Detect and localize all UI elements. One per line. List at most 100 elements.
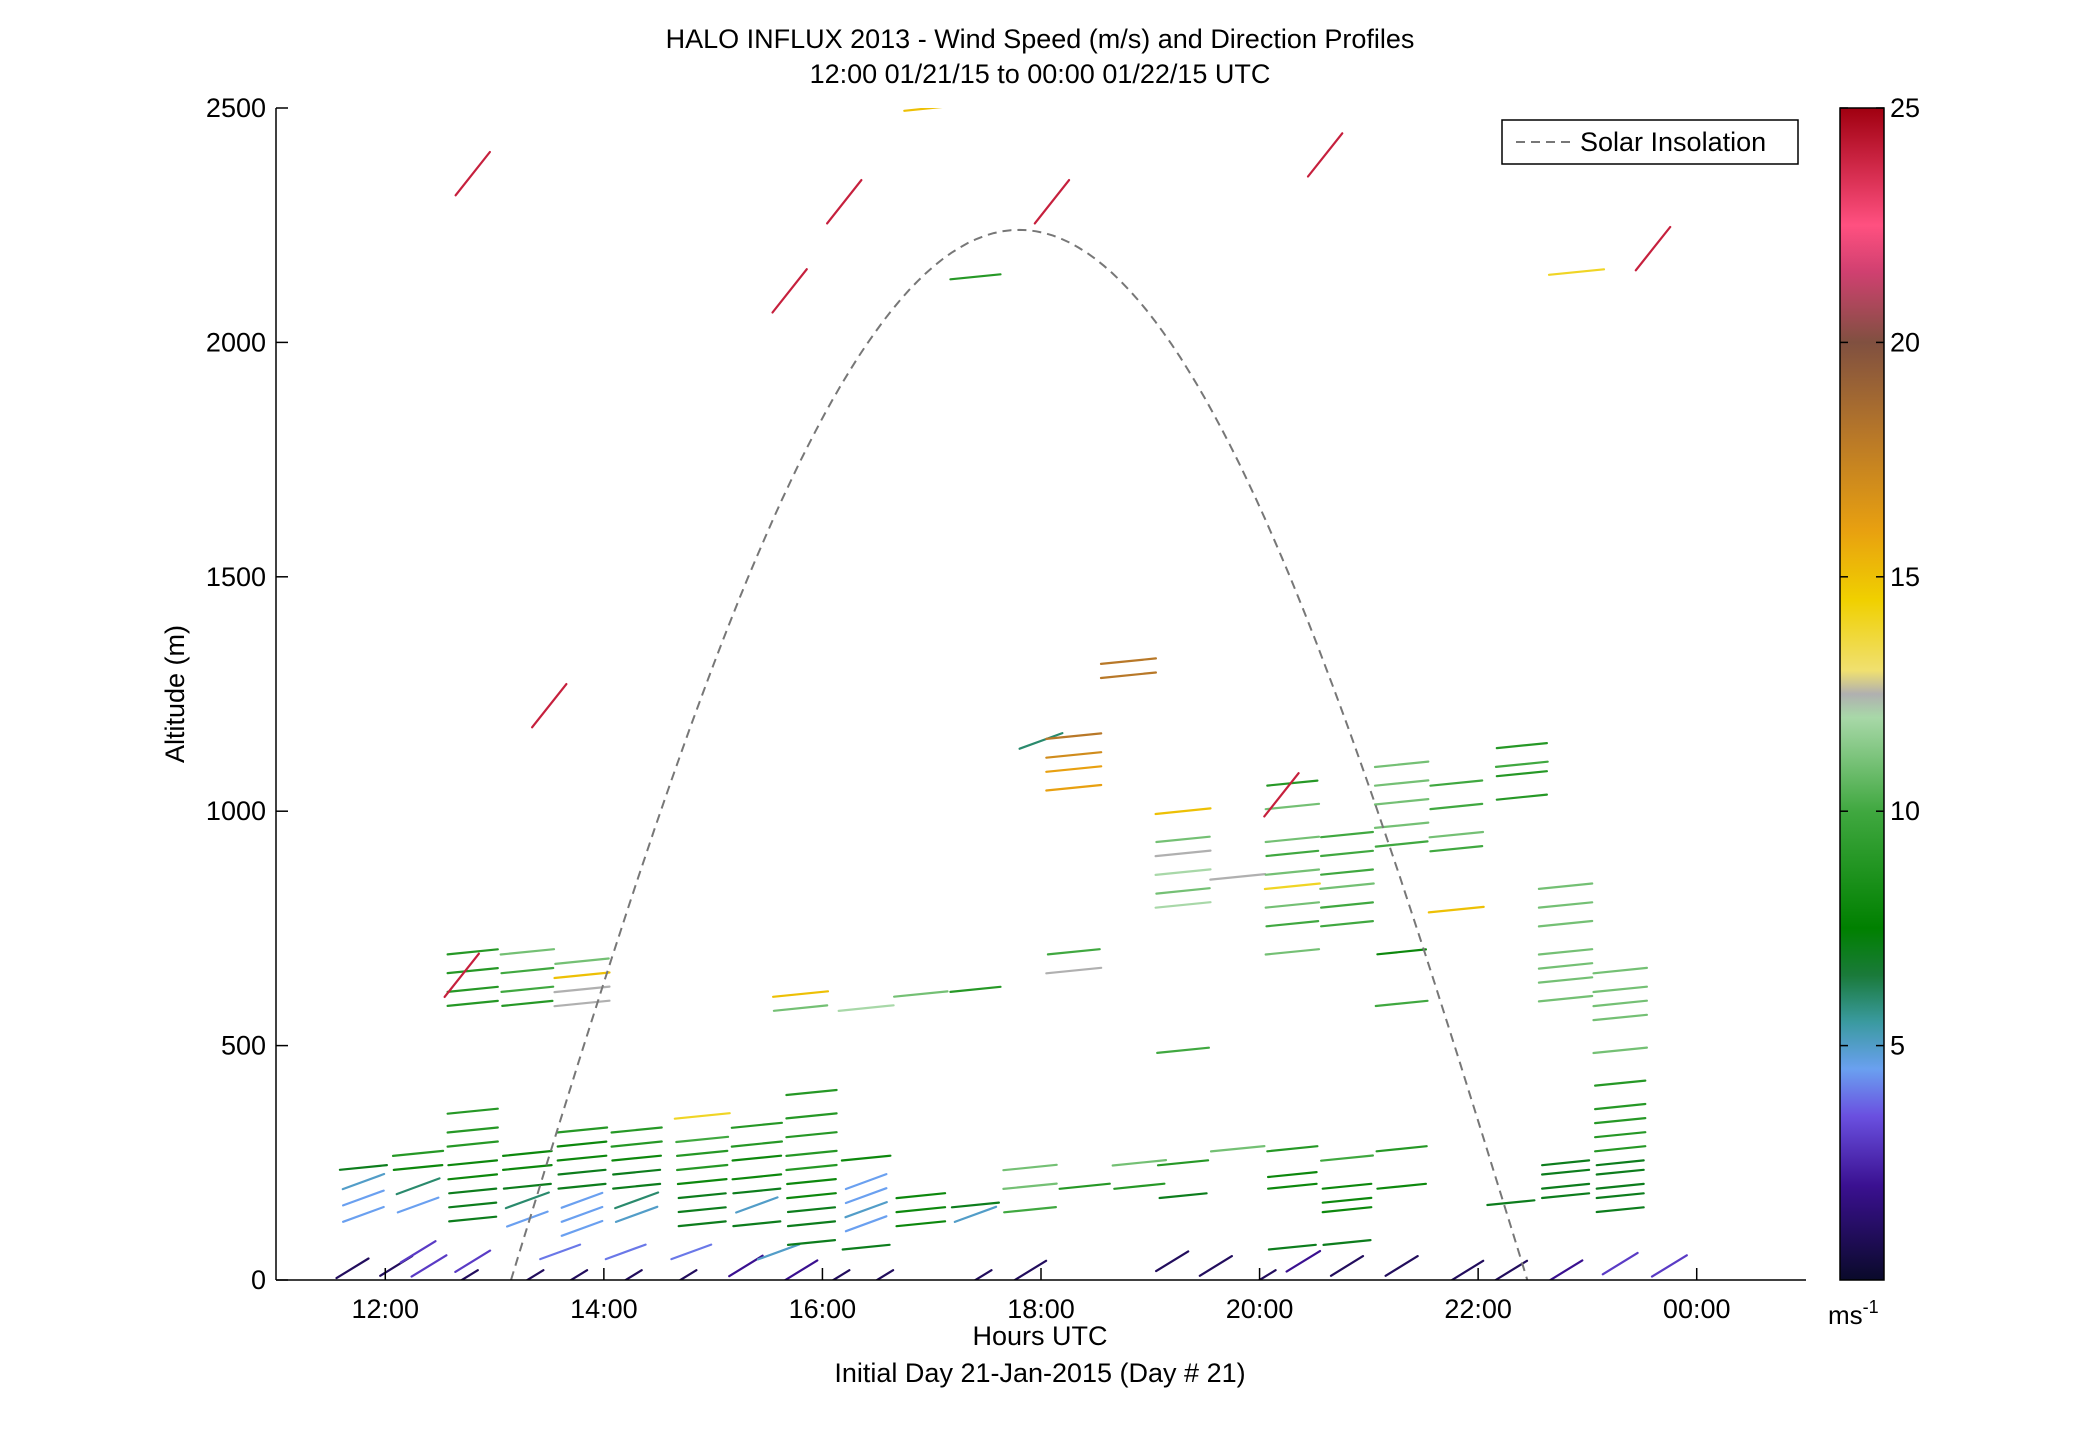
wind-barb bbox=[501, 999, 554, 1008]
wind-barb bbox=[1156, 1046, 1211, 1055]
wind-barb bbox=[1154, 868, 1212, 877]
wind-barb bbox=[785, 1131, 838, 1139]
wind-barb bbox=[1306, 132, 1344, 178]
y-axis: 0 500 1000 1500 2000 2500 bbox=[206, 93, 288, 1295]
wind-barb bbox=[1155, 887, 1211, 895]
wind-barb bbox=[735, 1196, 779, 1214]
x-tick-label: 20:00 bbox=[1226, 1294, 1294, 1324]
wind-barb bbox=[1319, 882, 1375, 891]
wind-barb bbox=[1593, 1079, 1647, 1087]
wind-barb bbox=[1319, 901, 1375, 909]
wind-barb bbox=[1429, 779, 1484, 787]
colorbar-units: ms-1 bbox=[1828, 1297, 1879, 1330]
wind-barb bbox=[539, 1243, 582, 1261]
wind-barb bbox=[623, 1269, 643, 1280]
wind-barb bbox=[1537, 994, 1594, 1003]
wind-barb bbox=[786, 1206, 837, 1214]
wind-barb bbox=[612, 1168, 662, 1176]
wind-barb bbox=[446, 999, 499, 1008]
wind-barb bbox=[399, 1240, 437, 1264]
wind-barb bbox=[1384, 1254, 1419, 1277]
wind-barb bbox=[783, 1259, 819, 1280]
wind-barb bbox=[1375, 1145, 1428, 1153]
wind-barb bbox=[1595, 1159, 1645, 1167]
wind-barb bbox=[786, 1238, 837, 1247]
wind-barb bbox=[338, 1163, 388, 1171]
wind-barb bbox=[844, 1215, 888, 1233]
colorbar: 5 10 15 20 25 ms-1 bbox=[1828, 93, 1920, 1330]
wind-barb bbox=[448, 1187, 498, 1195]
y-tick-label: 2500 bbox=[206, 93, 266, 123]
wind-barb bbox=[895, 1206, 947, 1214]
wind-barb bbox=[448, 1201, 498, 1209]
wind-barb bbox=[731, 1154, 783, 1162]
wind-barb bbox=[1154, 1250, 1190, 1273]
x-axis: 12:00 14:00 16:00 18:00 20:00 22:00 00:00 bbox=[351, 1268, 1731, 1324]
wind-barb bbox=[560, 1191, 604, 1209]
wind-barb bbox=[1592, 999, 1649, 1008]
wind-barb bbox=[1634, 225, 1672, 272]
colorbar-tick-label: 5 bbox=[1890, 1031, 1905, 1061]
x-tick-label: 12:00 bbox=[351, 1294, 419, 1324]
x-tick-label: 00:00 bbox=[1663, 1294, 1731, 1324]
x-tick-label: 22:00 bbox=[1444, 1294, 1512, 1324]
wind-barb bbox=[673, 1112, 731, 1120]
wind-barb bbox=[1263, 882, 1321, 891]
wind-barb bbox=[1427, 905, 1485, 914]
wind-barb bbox=[1321, 1206, 1373, 1214]
wind-barb bbox=[500, 966, 555, 975]
y-tick-label: 500 bbox=[221, 1031, 266, 1061]
wind-barb bbox=[1373, 760, 1430, 769]
y-tick-label: 1500 bbox=[206, 562, 266, 592]
wind-barb bbox=[973, 1269, 993, 1280]
wind-barb bbox=[610, 1140, 663, 1148]
wind-barb bbox=[560, 1219, 604, 1237]
wind-barb bbox=[1548, 1259, 1584, 1280]
wind-barb bbox=[1374, 840, 1429, 848]
wind-barb bbox=[731, 1173, 783, 1181]
wind-barb bbox=[553, 985, 611, 994]
chart-subtitle: 12:00 01/21/15 to 00:00 01/22/15 UTC bbox=[810, 59, 1271, 89]
wind-barb bbox=[844, 1187, 888, 1205]
colorbar-tick-label: 15 bbox=[1890, 562, 1920, 592]
wind-barb bbox=[504, 1191, 550, 1210]
wind-barb bbox=[554, 957, 610, 966]
wind-barb bbox=[1540, 1192, 1591, 1200]
wind-barb bbox=[1319, 919, 1375, 928]
wind-barb bbox=[1592, 1013, 1649, 1022]
wind-barb bbox=[1595, 1192, 1645, 1200]
wind-barb bbox=[1486, 1199, 1536, 1207]
legend: Solar Insolation bbox=[1501, 119, 1799, 165]
wind-barb bbox=[903, 108, 943, 112]
wind-barb bbox=[1329, 1254, 1365, 1277]
wind-barb bbox=[949, 273, 1002, 281]
wind-barb bbox=[1592, 985, 1649, 994]
wind-barb bbox=[785, 1149, 838, 1158]
wind-barb bbox=[678, 1269, 698, 1280]
wind-barb bbox=[825, 179, 863, 225]
wind-barb bbox=[447, 1159, 499, 1167]
wind-barb bbox=[1209, 872, 1267, 881]
wind-barb bbox=[612, 1182, 662, 1190]
wind-barb bbox=[1537, 901, 1594, 909]
colorbar-ticks: 5 10 15 20 25 bbox=[1840, 93, 1920, 1061]
x-axis-label-secondary: Initial Day 21-Jan-2015 (Day # 21) bbox=[834, 1358, 1245, 1388]
wind-barb bbox=[1002, 1163, 1058, 1172]
wind-barb bbox=[1540, 1182, 1591, 1190]
wind-barb bbox=[841, 1243, 891, 1251]
wind-barb bbox=[448, 1215, 498, 1223]
wind-barb bbox=[1154, 807, 1212, 816]
wind-barb bbox=[1592, 1046, 1649, 1055]
wind-barb bbox=[771, 268, 808, 314]
wind-barb bbox=[1154, 901, 1212, 909]
wind-barb bbox=[1429, 844, 1484, 853]
wind-barb bbox=[874, 1269, 895, 1280]
wind-barb bbox=[670, 1243, 713, 1261]
wind-barb bbox=[1264, 948, 1321, 956]
wind-barb bbox=[1018, 731, 1064, 750]
wind-barb bbox=[1322, 1238, 1372, 1247]
wind-barb bbox=[1264, 835, 1321, 844]
wind-barb bbox=[1155, 835, 1211, 844]
wind-barb bbox=[391, 1149, 445, 1158]
wind-barb bbox=[410, 1254, 448, 1278]
